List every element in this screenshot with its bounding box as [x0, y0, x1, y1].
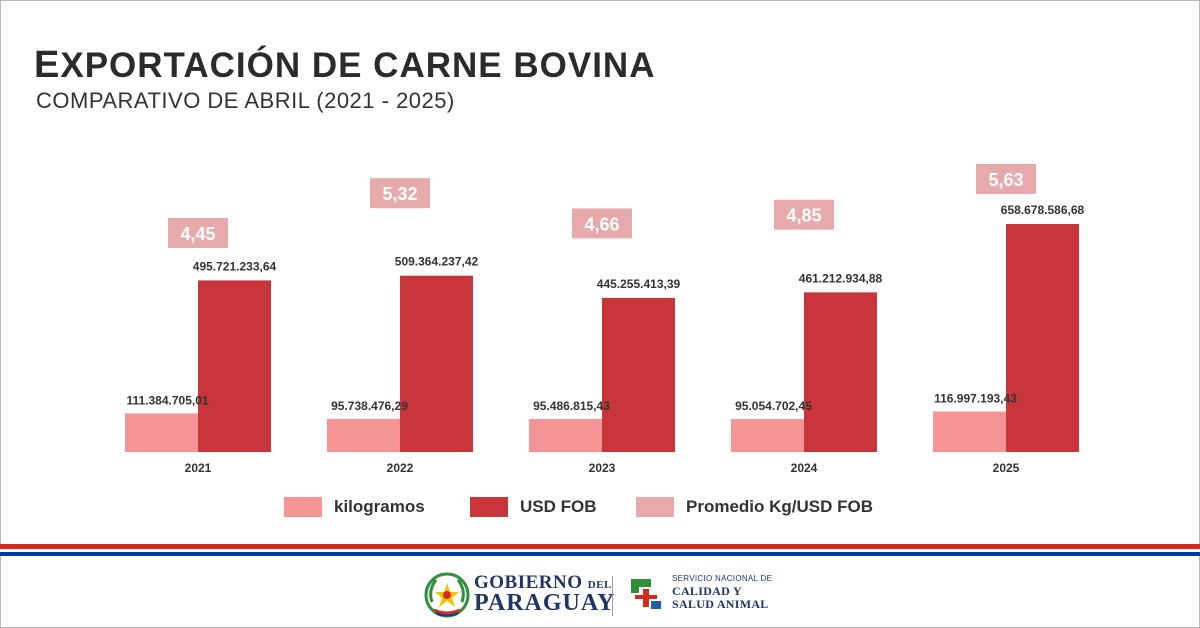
category-label: 2021: [185, 461, 212, 475]
promedio-label: 5,32: [382, 184, 417, 204]
data-label-kilogramos: 95.054.702,45: [735, 399, 812, 413]
category-label: 2024: [791, 461, 818, 475]
chart-subtitle: COMPARATIVO DE ABRIL (2021 - 2025): [36, 88, 455, 113]
chart-title: EXPORTACIÓN DE CARNE BOVINA: [34, 44, 656, 86]
data-label-usd-fob: 461.212.934,88: [799, 271, 883, 285]
data-label-usd-fob: 495.721.233,64: [193, 259, 277, 273]
promedio-label: 4,45: [180, 224, 215, 244]
promedio-label: 4,66: [584, 214, 619, 234]
legend-usd-fob-swatch: [470, 497, 508, 517]
legend-usd-fob-label: USD FOB: [520, 497, 597, 516]
flag-stripe-blue: [0, 552, 1200, 556]
promedio-badge: [572, 208, 632, 239]
gobierno-seal-icon: [424, 572, 470, 618]
data-label-kilogramos: 111.384.705,01: [126, 393, 208, 407]
data-label-usd-fob: 658.678.586,68: [1001, 203, 1085, 217]
promedio-badge: [168, 218, 228, 248]
category-label: 2022: [387, 461, 414, 475]
promedio-label: 5,63: [988, 170, 1023, 190]
senacsa-line-3: SALUD ANIMAL: [672, 597, 769, 611]
bar-kilogramos: [327, 418, 400, 452]
data-label-kilogramos: 95.486.815,43: [533, 399, 610, 413]
data-label-usd-fob: 509.364.237,42: [395, 255, 479, 269]
flag-stripe-white: [0, 549, 1200, 552]
bar-kilogramos: [933, 411, 1006, 452]
bar-usd-fob: [1006, 224, 1079, 452]
legend-promedio-swatch: [636, 497, 674, 517]
category-label: 2025: [993, 461, 1020, 475]
legend-kilogramos-label: kilogramos: [334, 497, 425, 516]
bar-chart: 111.384.705,01 495.721.233,64 4,45 2021 95.7…: [125, 164, 1085, 517]
bar-usd-fob: [804, 292, 877, 452]
senacsa-line-2: CALIDAD Y: [672, 584, 742, 598]
bar-kilogramos: [731, 419, 804, 452]
data-label-kilogramos: 95.738.476,29: [331, 399, 408, 413]
promedio-badge: [370, 178, 430, 209]
bar-usd-fob: [198, 280, 271, 452]
promedio-badge: [774, 199, 834, 230]
flag-stripe-red: [0, 544, 1200, 549]
data-label-kilogramos: 116.997.193,43: [934, 392, 1017, 406]
data-label-usd-fob: 445.255.413,39: [597, 277, 681, 291]
legend-kilogramos-swatch: [284, 497, 322, 517]
promedio-label: 4,85: [786, 206, 821, 226]
senacsa-logo-icon: [631, 579, 661, 609]
legend-promedio-label: Promedio Kg/USD FOB: [686, 497, 873, 516]
bar-kilogramos: [529, 418, 602, 452]
gobierno-label: GOBIERNO DEL: [474, 572, 612, 593]
senacsa-line-1: SERVICIO NACIONAL DE: [672, 574, 773, 583]
logo-divider: [612, 576, 613, 616]
category-label: 2023: [589, 461, 616, 475]
bar-kilogramos: [125, 413, 198, 452]
bar-usd-fob: [400, 275, 473, 452]
bar-usd-fob: [602, 297, 675, 452]
promedio-badge: [976, 164, 1036, 194]
paraguay-label: PARAGUAY: [474, 590, 616, 616]
